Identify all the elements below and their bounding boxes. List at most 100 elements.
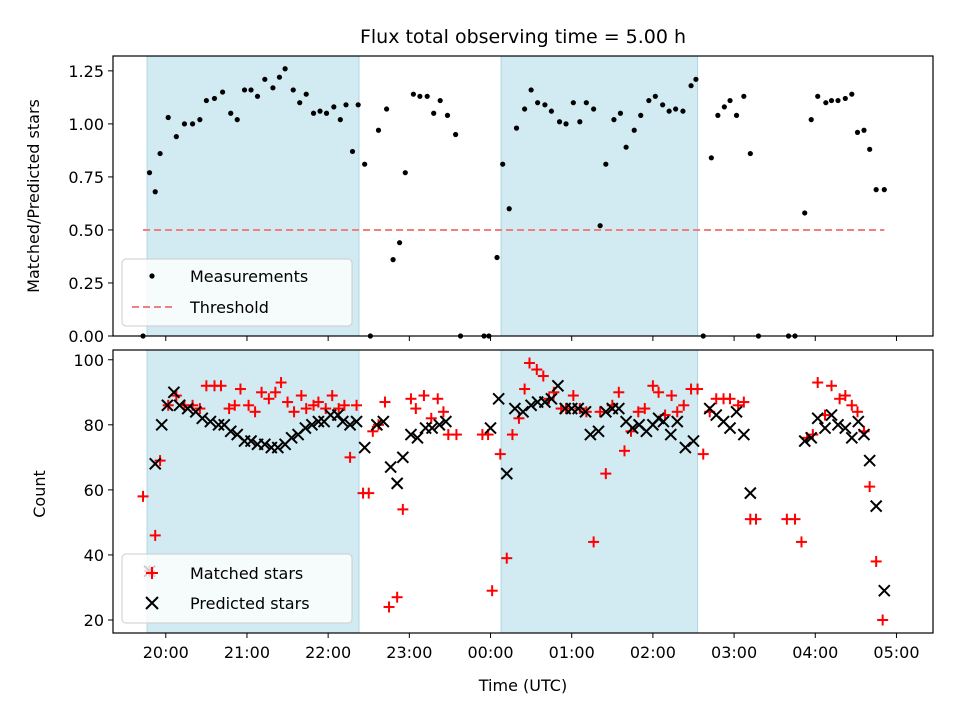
bottom-shaded-interval — [500, 349, 699, 634]
measurement-point — [823, 100, 829, 106]
measurement-point — [747, 150, 753, 157]
bottom-x-tick-label: 21:00 — [224, 643, 270, 662]
measurement-point — [157, 150, 163, 157]
measurement-point — [152, 189, 158, 195]
measurement-point — [548, 108, 555, 114]
bottom-x-tick-label: 20:00 — [143, 643, 189, 662]
matched-star-point — [567, 390, 579, 402]
measurement-point — [652, 93, 658, 99]
matched-star-point — [864, 481, 876, 493]
predicted-star-point — [204, 415, 217, 428]
predicted-star-point — [524, 399, 538, 412]
legend-measurements-label: Measurements — [190, 267, 308, 286]
matched-star-point — [223, 403, 235, 415]
measurement-point — [680, 108, 686, 114]
predicted-star-point — [737, 428, 751, 441]
measurement-point — [708, 155, 714, 161]
matched-star-point — [738, 396, 750, 408]
matched-star-point — [632, 406, 644, 418]
matched-star-point — [234, 383, 246, 395]
measurement-point — [577, 119, 583, 125]
matched-star-point — [405, 393, 417, 405]
matched-star-point — [870, 555, 882, 567]
predicted-star-point — [350, 415, 363, 428]
matched-star-point — [437, 406, 449, 418]
measurement-point — [623, 144, 629, 150]
measurement-point — [424, 93, 430, 99]
bottom-y-tick-label: 20 — [84, 611, 104, 630]
measurement-point — [375, 127, 382, 133]
predicted-star-point — [331, 408, 345, 422]
top-legend: Measurements Threshold — [121, 258, 353, 327]
predicted-star-point — [516, 405, 530, 419]
measurement-point — [262, 76, 268, 82]
matched-star-point — [363, 487, 375, 499]
predicted-star-point — [370, 418, 384, 432]
matched-star-point — [344, 451, 356, 463]
measurement-point — [349, 148, 356, 155]
matched-star-point — [275, 377, 287, 389]
measurement-point — [241, 87, 248, 93]
bottom-y-tick-label: 80 — [84, 416, 104, 435]
predicted-star-point — [878, 584, 891, 597]
matched-star-point — [149, 529, 161, 541]
predicted-star-point — [343, 418, 357, 432]
measurement-point — [234, 117, 240, 123]
matched-star-point — [295, 390, 307, 402]
predicted-star-point — [390, 477, 404, 490]
measurement-point — [603, 161, 609, 167]
predicted-star-point — [579, 405, 592, 419]
bottom-legend: Matched stars Predicted stars — [121, 553, 353, 624]
predicted-star-point — [852, 415, 865, 428]
bottom-x-tick-label: 05:00 — [873, 643, 919, 662]
legend-predicted-label: Predicted stars — [190, 594, 310, 613]
measurement-point — [317, 108, 323, 114]
legend-measurements-marker — [149, 273, 155, 279]
measurement-point — [693, 76, 699, 82]
predicted-star-point — [664, 428, 677, 441]
measurement-point — [570, 100, 576, 106]
matched-star-point — [600, 468, 612, 480]
top-y-tick-label: 0.75 — [68, 168, 104, 187]
predicted-star-point — [285, 431, 298, 445]
bottom-plot-frame — [112, 349, 934, 634]
matched-star-point — [269, 386, 281, 398]
matched-star-point — [450, 429, 462, 441]
matched-star-point — [391, 591, 403, 603]
predicted-star-point — [545, 392, 558, 406]
matched-star-point — [282, 396, 294, 408]
predicted-star-point — [671, 415, 684, 428]
measurement-point — [631, 127, 637, 133]
measurement-point — [254, 93, 261, 99]
matched-star-point — [666, 390, 678, 402]
matched-star-point — [812, 377, 824, 389]
matched-star-point — [379, 396, 391, 408]
measurement-point — [211, 95, 218, 102]
matched-star-point — [494, 448, 506, 460]
measurement-point — [402, 170, 408, 176]
matched-star-point — [618, 445, 630, 457]
predicted-star-point — [161, 399, 174, 412]
predicted-star-point — [805, 431, 818, 445]
predicted-star-point — [857, 428, 871, 441]
matched-star-point — [537, 370, 549, 382]
bottom-y-tick-label: 40 — [84, 546, 104, 565]
measurement-point — [203, 97, 209, 104]
matched-star-point — [594, 406, 606, 418]
matched-star-point — [372, 419, 384, 431]
measurement-point — [494, 254, 500, 261]
top-y-tick-label: 0.50 — [68, 221, 104, 240]
predicted-star-point — [626, 421, 639, 435]
matched-star-point — [506, 429, 518, 441]
matched-star-point — [588, 536, 600, 548]
predicted-star-point — [155, 418, 168, 432]
bottom-x-tick-label: 04:00 — [792, 643, 838, 662]
measurement-point — [673, 106, 679, 112]
measurement-point — [331, 104, 337, 110]
matched-star-point — [312, 396, 324, 408]
matched-star-point — [846, 399, 858, 411]
measurement-point — [715, 112, 721, 118]
measurement-point — [611, 117, 617, 123]
measurement-point — [384, 106, 390, 112]
predicted-star-point — [299, 421, 312, 435]
